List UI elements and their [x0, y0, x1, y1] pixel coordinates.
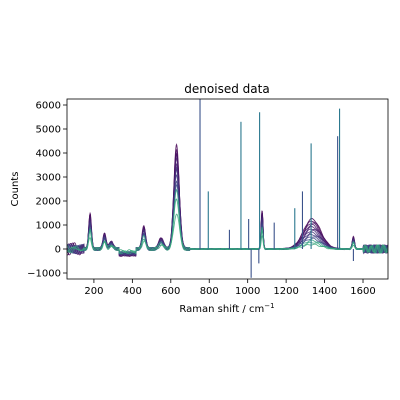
y-tick-label: 5000	[36, 125, 61, 136]
x-tick-label: 1000	[235, 286, 260, 297]
y-axis: −1000 0 1000 2000 3000 4000 5000 6000	[27, 101, 67, 280]
y-tick-label: 1000	[36, 221, 61, 232]
x-axis-label: Raman shift / cm−1	[179, 302, 274, 315]
x-axis: 200 400 600 800 1000 1200 1400 1600	[84, 279, 376, 297]
x-axis-label-superscript: −1	[264, 302, 274, 310]
y-tick-label: 6000	[36, 101, 61, 112]
x-tick-label: 400	[123, 286, 142, 297]
chart-title: denoised data	[184, 82, 269, 96]
plot-area	[66, 98, 389, 280]
x-tick-label: 800	[200, 286, 219, 297]
series-line	[67, 213, 388, 254]
y-tick-label: 2000	[36, 197, 61, 208]
x-tick-label: 1400	[312, 286, 337, 297]
y-tick-label: 4000	[36, 149, 61, 160]
y-tick-label: 0	[55, 245, 61, 256]
x-tick-label: 200	[84, 286, 103, 297]
plot-frame	[66, 98, 389, 280]
series-layer	[67, 143, 388, 257]
y-axis-label: Counts	[10, 172, 21, 207]
y-tick-label: −1000	[27, 269, 61, 280]
spike-layer	[199, 99, 354, 278]
y-tick-label: 3000	[36, 173, 61, 184]
x-tick-label: 1600	[350, 286, 375, 297]
x-tick-label: 1200	[273, 286, 298, 297]
x-tick-label: 600	[161, 286, 180, 297]
